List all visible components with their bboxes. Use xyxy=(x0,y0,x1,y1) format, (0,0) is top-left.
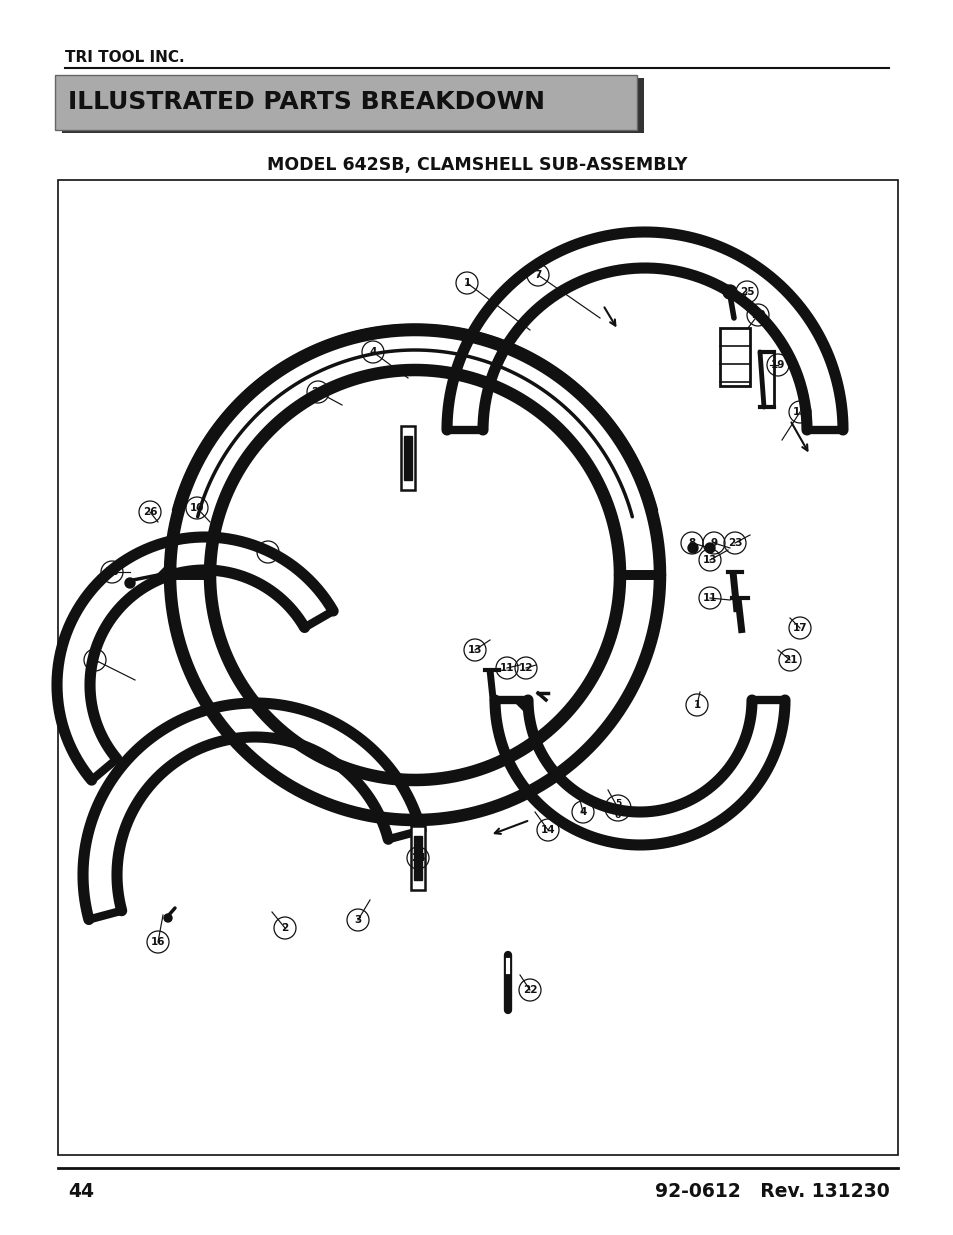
Bar xyxy=(58,180,897,1155)
Text: 18: 18 xyxy=(105,567,119,577)
FancyBboxPatch shape xyxy=(55,75,637,130)
Text: 20: 20 xyxy=(750,310,764,320)
Text: 2: 2 xyxy=(91,655,98,664)
Text: MODEL 642SB, CLAMSHELL SUB-ASSEMBLY: MODEL 642SB, CLAMSHELL SUB-ASSEMBLY xyxy=(267,156,686,174)
Text: 3: 3 xyxy=(264,547,272,557)
Text: 24: 24 xyxy=(410,853,425,863)
Text: 13: 13 xyxy=(702,555,717,564)
Text: 44: 44 xyxy=(68,1182,94,1202)
Text: TRI TOOL INC.: TRI TOOL INC. xyxy=(65,49,185,65)
Text: 11: 11 xyxy=(499,663,514,673)
Text: 14: 14 xyxy=(540,825,555,835)
Text: 13: 13 xyxy=(467,645,482,655)
Text: 16: 16 xyxy=(151,937,165,947)
Text: 7: 7 xyxy=(534,270,541,280)
Text: 8: 8 xyxy=(688,538,695,548)
Text: 92-0612   Rev. 131230: 92-0612 Rev. 131230 xyxy=(655,1182,889,1202)
Circle shape xyxy=(704,543,714,553)
Circle shape xyxy=(687,543,698,553)
Text: 3: 3 xyxy=(354,915,361,925)
Text: 6: 6 xyxy=(615,811,620,820)
Text: or: or xyxy=(614,805,621,815)
Bar xyxy=(411,826,424,890)
Text: 19: 19 xyxy=(770,359,784,370)
Text: 2: 2 xyxy=(281,923,289,932)
Text: 12: 12 xyxy=(518,663,533,673)
Text: 9: 9 xyxy=(710,538,717,548)
Text: 1: 1 xyxy=(463,278,470,288)
FancyBboxPatch shape xyxy=(62,78,643,133)
Text: 25: 25 xyxy=(739,287,754,296)
Text: 17: 17 xyxy=(792,622,806,634)
Circle shape xyxy=(125,578,135,588)
Bar xyxy=(720,329,749,387)
Bar xyxy=(400,426,415,490)
Bar xyxy=(403,436,412,480)
Circle shape xyxy=(722,285,737,299)
Text: 4: 4 xyxy=(369,347,376,357)
Text: 5: 5 xyxy=(615,799,620,809)
Text: 11: 11 xyxy=(702,593,717,603)
Bar xyxy=(414,836,421,881)
Text: ILLUSTRATED PARTS BREAKDOWN: ILLUSTRATED PARTS BREAKDOWN xyxy=(68,90,544,114)
Text: 4: 4 xyxy=(578,806,586,818)
Text: 10: 10 xyxy=(190,503,204,513)
Text: 21: 21 xyxy=(781,655,797,664)
Circle shape xyxy=(164,914,172,923)
Text: 22: 22 xyxy=(522,986,537,995)
Text: 26: 26 xyxy=(143,508,157,517)
Text: 24: 24 xyxy=(311,387,325,396)
Text: 15: 15 xyxy=(792,408,806,417)
Text: 23: 23 xyxy=(727,538,741,548)
Text: 1: 1 xyxy=(693,700,700,710)
